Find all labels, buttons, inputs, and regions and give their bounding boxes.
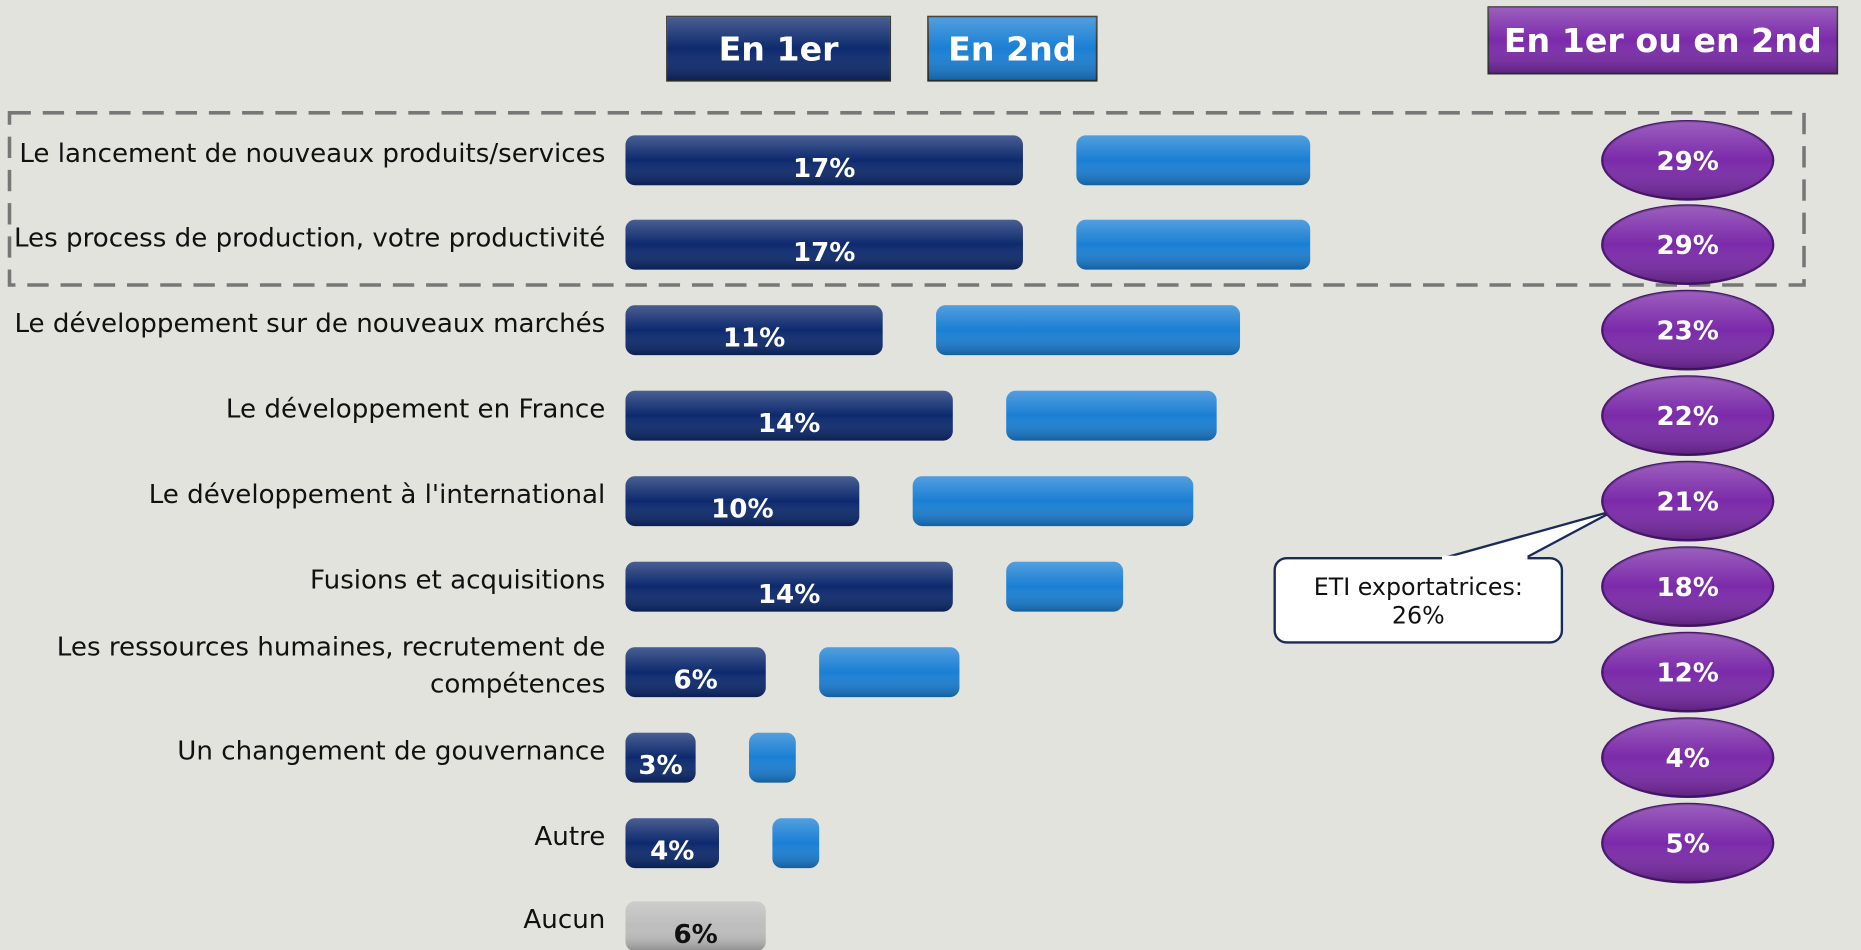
category-label: Le lancement de nouveaux produits/servic… [19, 139, 606, 170]
value-label: 6% [673, 666, 717, 696]
total-shade [1602, 376, 1774, 455]
total-label: 18% [1656, 573, 1718, 603]
bar-group [625, 390, 953, 441]
value-label: 11% [723, 324, 785, 354]
value-label: 3% [638, 751, 682, 781]
total-shade [1602, 121, 1774, 200]
annotation: ETI exportatrices: 26% [1275, 558, 1562, 642]
bar-shade [625, 732, 696, 783]
total-label: 5% [1666, 830, 1710, 860]
total-label: 21% [1656, 488, 1718, 518]
category-label: Fusions et acquisitions [310, 565, 606, 596]
bar-group [625, 647, 766, 698]
bar-shade [625, 390, 953, 441]
total-label: 23% [1656, 317, 1718, 347]
bar-shade [772, 818, 820, 869]
bar-shade [912, 476, 1194, 527]
category-label: Aucun [523, 905, 606, 936]
bar-shade [819, 647, 960, 698]
category-label: Le développement en France [225, 394, 606, 425]
bar-group [1076, 219, 1311, 270]
bar-shade [625, 135, 1023, 186]
bar-shade [936, 305, 1241, 356]
bar-group [819, 647, 960, 698]
highlight-box [7, 111, 1806, 287]
bar-shade [1006, 390, 1217, 441]
total-shade [1602, 718, 1774, 797]
total-shade [1602, 461, 1774, 541]
total-label: 4% [1666, 744, 1710, 774]
bar-group [772, 818, 820, 869]
total-shade [1602, 205, 1774, 284]
category-label: Le développement à l'international [148, 480, 606, 511]
bar-group [625, 476, 860, 527]
category-label: Le développement sur de nouveaux marchés [14, 309, 606, 340]
value-label: 6% [673, 920, 717, 950]
bar-shade [1076, 219, 1311, 270]
bar-shade [625, 219, 1023, 270]
bar-shade [625, 305, 883, 356]
total-shade [1602, 803, 1774, 883]
bar-group [936, 305, 1241, 356]
bar-shade [625, 476, 860, 527]
bar-group [912, 476, 1194, 527]
bar-group [625, 135, 1023, 186]
total-header: En 1er ou en 2nd [1504, 21, 1822, 60]
bar-shade [625, 561, 953, 612]
bar-group [625, 732, 696, 783]
value-label: 17% [793, 238, 855, 268]
total-shade [1602, 632, 1774, 712]
bar-shade [749, 732, 796, 783]
legend-entry-shade [667, 16, 891, 81]
callout-pointer [1442, 509, 1615, 560]
bar-shade [1076, 135, 1311, 186]
total-shade [1602, 290, 1774, 370]
annotation-line: ETI exportatrices: [1313, 571, 1523, 601]
category-label: Les process de production, votre product… [13, 223, 606, 254]
legend-entry: En 2nd [948, 30, 1076, 69]
category-label: Un changement de gouvernance [177, 736, 606, 767]
bar-shade [1006, 561, 1124, 612]
bar-group [625, 305, 883, 356]
legend-entry: En 1er [719, 30, 840, 69]
bar-shade [625, 901, 766, 950]
bar-group [1006, 390, 1217, 441]
total-label: 29% [1656, 231, 1718, 261]
category-label: Les ressources humaines, recrutement de … [56, 632, 606, 700]
value-label: 14% [758, 409, 820, 439]
category-label: Autre [534, 822, 606, 853]
total-shade [1602, 547, 1774, 626]
bar-shade [625, 818, 719, 869]
bar-group [1006, 561, 1124, 612]
bar-group [625, 219, 1023, 270]
bar-shade [625, 647, 766, 698]
total-label: 29% [1656, 147, 1718, 177]
value-label: 14% [758, 580, 820, 610]
value-label: 17% [793, 154, 855, 184]
bar-group [625, 901, 766, 950]
total-label: 12% [1656, 659, 1718, 689]
total-label: 22% [1656, 402, 1718, 432]
legend-entry-shade [928, 16, 1097, 81]
callout-box [1273, 556, 1564, 644]
total-header-shade [1488, 7, 1838, 74]
value-label: 4% [650, 837, 694, 867]
annotation-line: 26% [1391, 600, 1445, 629]
bar-group [1076, 135, 1311, 186]
bar-group [625, 561, 953, 612]
bar-group [749, 732, 796, 783]
bar-group [625, 818, 719, 869]
value-label: 10% [711, 495, 773, 525]
callout-join [1442, 555, 1528, 561]
